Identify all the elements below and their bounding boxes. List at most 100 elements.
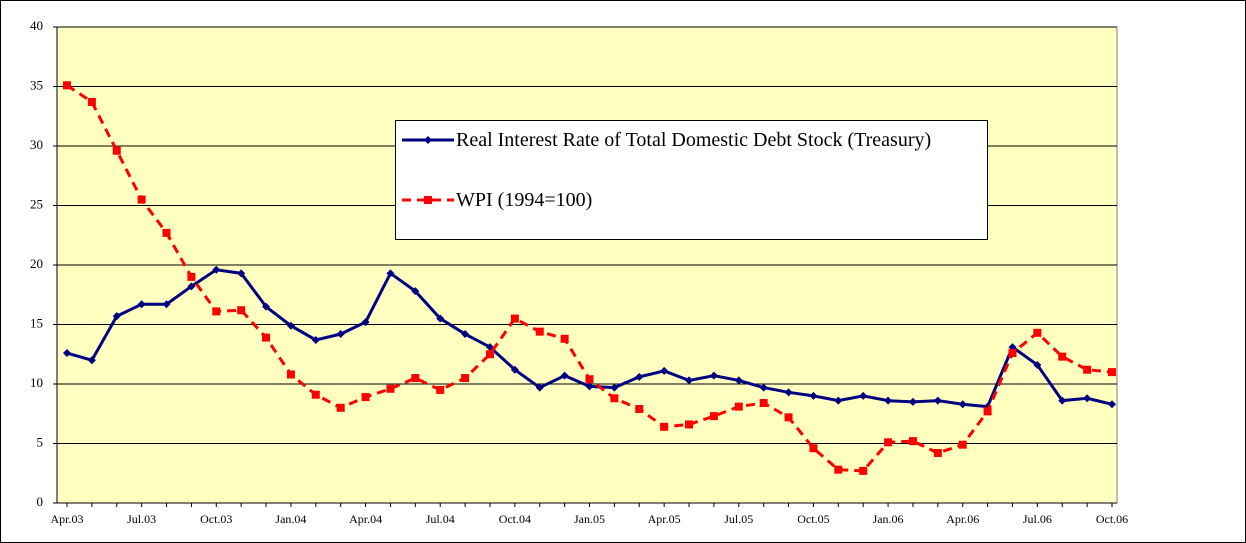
- marker: [485, 350, 494, 359]
- marker: [411, 374, 420, 383]
- marker: [560, 334, 569, 343]
- marker: [162, 228, 171, 237]
- x-tick-label: Apr.06: [946, 512, 979, 526]
- marker: [436, 385, 445, 394]
- legend-marker: [424, 196, 432, 204]
- marker: [386, 384, 395, 393]
- marker: [933, 396, 942, 405]
- marker: [635, 372, 644, 381]
- marker: [187, 282, 196, 291]
- y-tick-label: 0: [37, 494, 44, 509]
- marker: [734, 376, 743, 385]
- marker: [660, 366, 669, 375]
- marker: [1033, 328, 1042, 337]
- marker: [1108, 400, 1116, 409]
- y-tick-label: 20: [30, 256, 43, 271]
- marker: [585, 375, 594, 384]
- x-tick-label: Apr.04: [349, 512, 382, 526]
- marker: [610, 394, 619, 403]
- marker: [958, 400, 967, 409]
- marker: [212, 307, 221, 316]
- marker: [859, 466, 868, 475]
- marker: [63, 349, 71, 358]
- marker: [759, 383, 768, 392]
- x-tick-label: Jan.06: [873, 512, 904, 526]
- x-tick-label: Jul.03: [127, 512, 156, 526]
- marker: [834, 465, 843, 474]
- marker: [1058, 396, 1067, 405]
- marker: [560, 371, 569, 380]
- marker: [834, 396, 843, 405]
- marker: [262, 302, 271, 311]
- x-tick-label: Oct.03: [200, 512, 232, 526]
- marker: [685, 420, 694, 429]
- marker: [336, 403, 345, 412]
- marker: [983, 407, 992, 416]
- y-tick-label: 10: [30, 375, 43, 390]
- x-tick-label: Jul.04: [426, 512, 455, 526]
- legend-label: WPI (1994=100): [456, 189, 593, 211]
- marker: [361, 393, 370, 402]
- marker: [237, 306, 246, 315]
- marker: [908, 397, 917, 406]
- marker: [809, 444, 818, 453]
- marker: [1108, 368, 1116, 377]
- x-tick-label: Apr.03: [51, 512, 84, 526]
- marker: [237, 269, 246, 278]
- marker: [685, 376, 694, 385]
- marker: [884, 396, 893, 405]
- y-tick-label: 35: [30, 77, 43, 92]
- marker: [958, 440, 967, 449]
- x-tick-label: Apr.05: [648, 512, 681, 526]
- marker: [1083, 394, 1092, 403]
- marker: [1058, 352, 1067, 361]
- marker: [933, 449, 942, 458]
- x-tick-label: Jul.06: [1023, 512, 1052, 526]
- y-tick-label: 15: [30, 315, 43, 330]
- marker: [1008, 349, 1017, 358]
- marker: [585, 382, 594, 391]
- marker: [336, 330, 345, 339]
- y-tick-label: 30: [30, 137, 43, 152]
- marker: [709, 412, 718, 421]
- marker: [610, 383, 619, 392]
- marker: [461, 374, 470, 383]
- marker: [859, 391, 868, 400]
- marker: [635, 404, 644, 413]
- marker: [1083, 365, 1092, 374]
- marker: [411, 287, 420, 296]
- marker: [461, 330, 470, 339]
- marker: [112, 146, 121, 155]
- marker: [510, 365, 519, 374]
- marker: [311, 390, 320, 399]
- marker: [311, 335, 320, 344]
- legend: Real Interest Rate of Total Domestic Deb…: [395, 120, 988, 240]
- marker: [510, 314, 519, 323]
- marker: [361, 318, 370, 327]
- marker: [286, 321, 295, 330]
- y-tick-label: 5: [37, 434, 44, 449]
- marker: [809, 391, 818, 400]
- legend-swatch: [402, 136, 454, 144]
- x-tick-label: Jan.05: [574, 512, 605, 526]
- marker: [87, 97, 96, 106]
- marker: [112, 312, 121, 321]
- marker: [1033, 360, 1042, 369]
- marker: [262, 333, 271, 342]
- marker: [535, 327, 544, 336]
- legend-entry: WPI (1994=100): [400, 189, 986, 211]
- x-tick-label: Jul.05: [724, 512, 753, 526]
- marker: [137, 300, 146, 309]
- x-tick-label: Jan.04: [275, 512, 306, 526]
- marker: [63, 81, 71, 90]
- legend-marker: [424, 136, 432, 144]
- x-tick-label: Oct.05: [797, 512, 829, 526]
- marker: [884, 438, 893, 447]
- marker: [162, 300, 171, 309]
- marker: [386, 269, 395, 278]
- legend-label: Real Interest Rate of Total Domestic Deb…: [456, 129, 932, 151]
- x-tick-label: Oct.04: [499, 512, 531, 526]
- marker: [660, 422, 669, 431]
